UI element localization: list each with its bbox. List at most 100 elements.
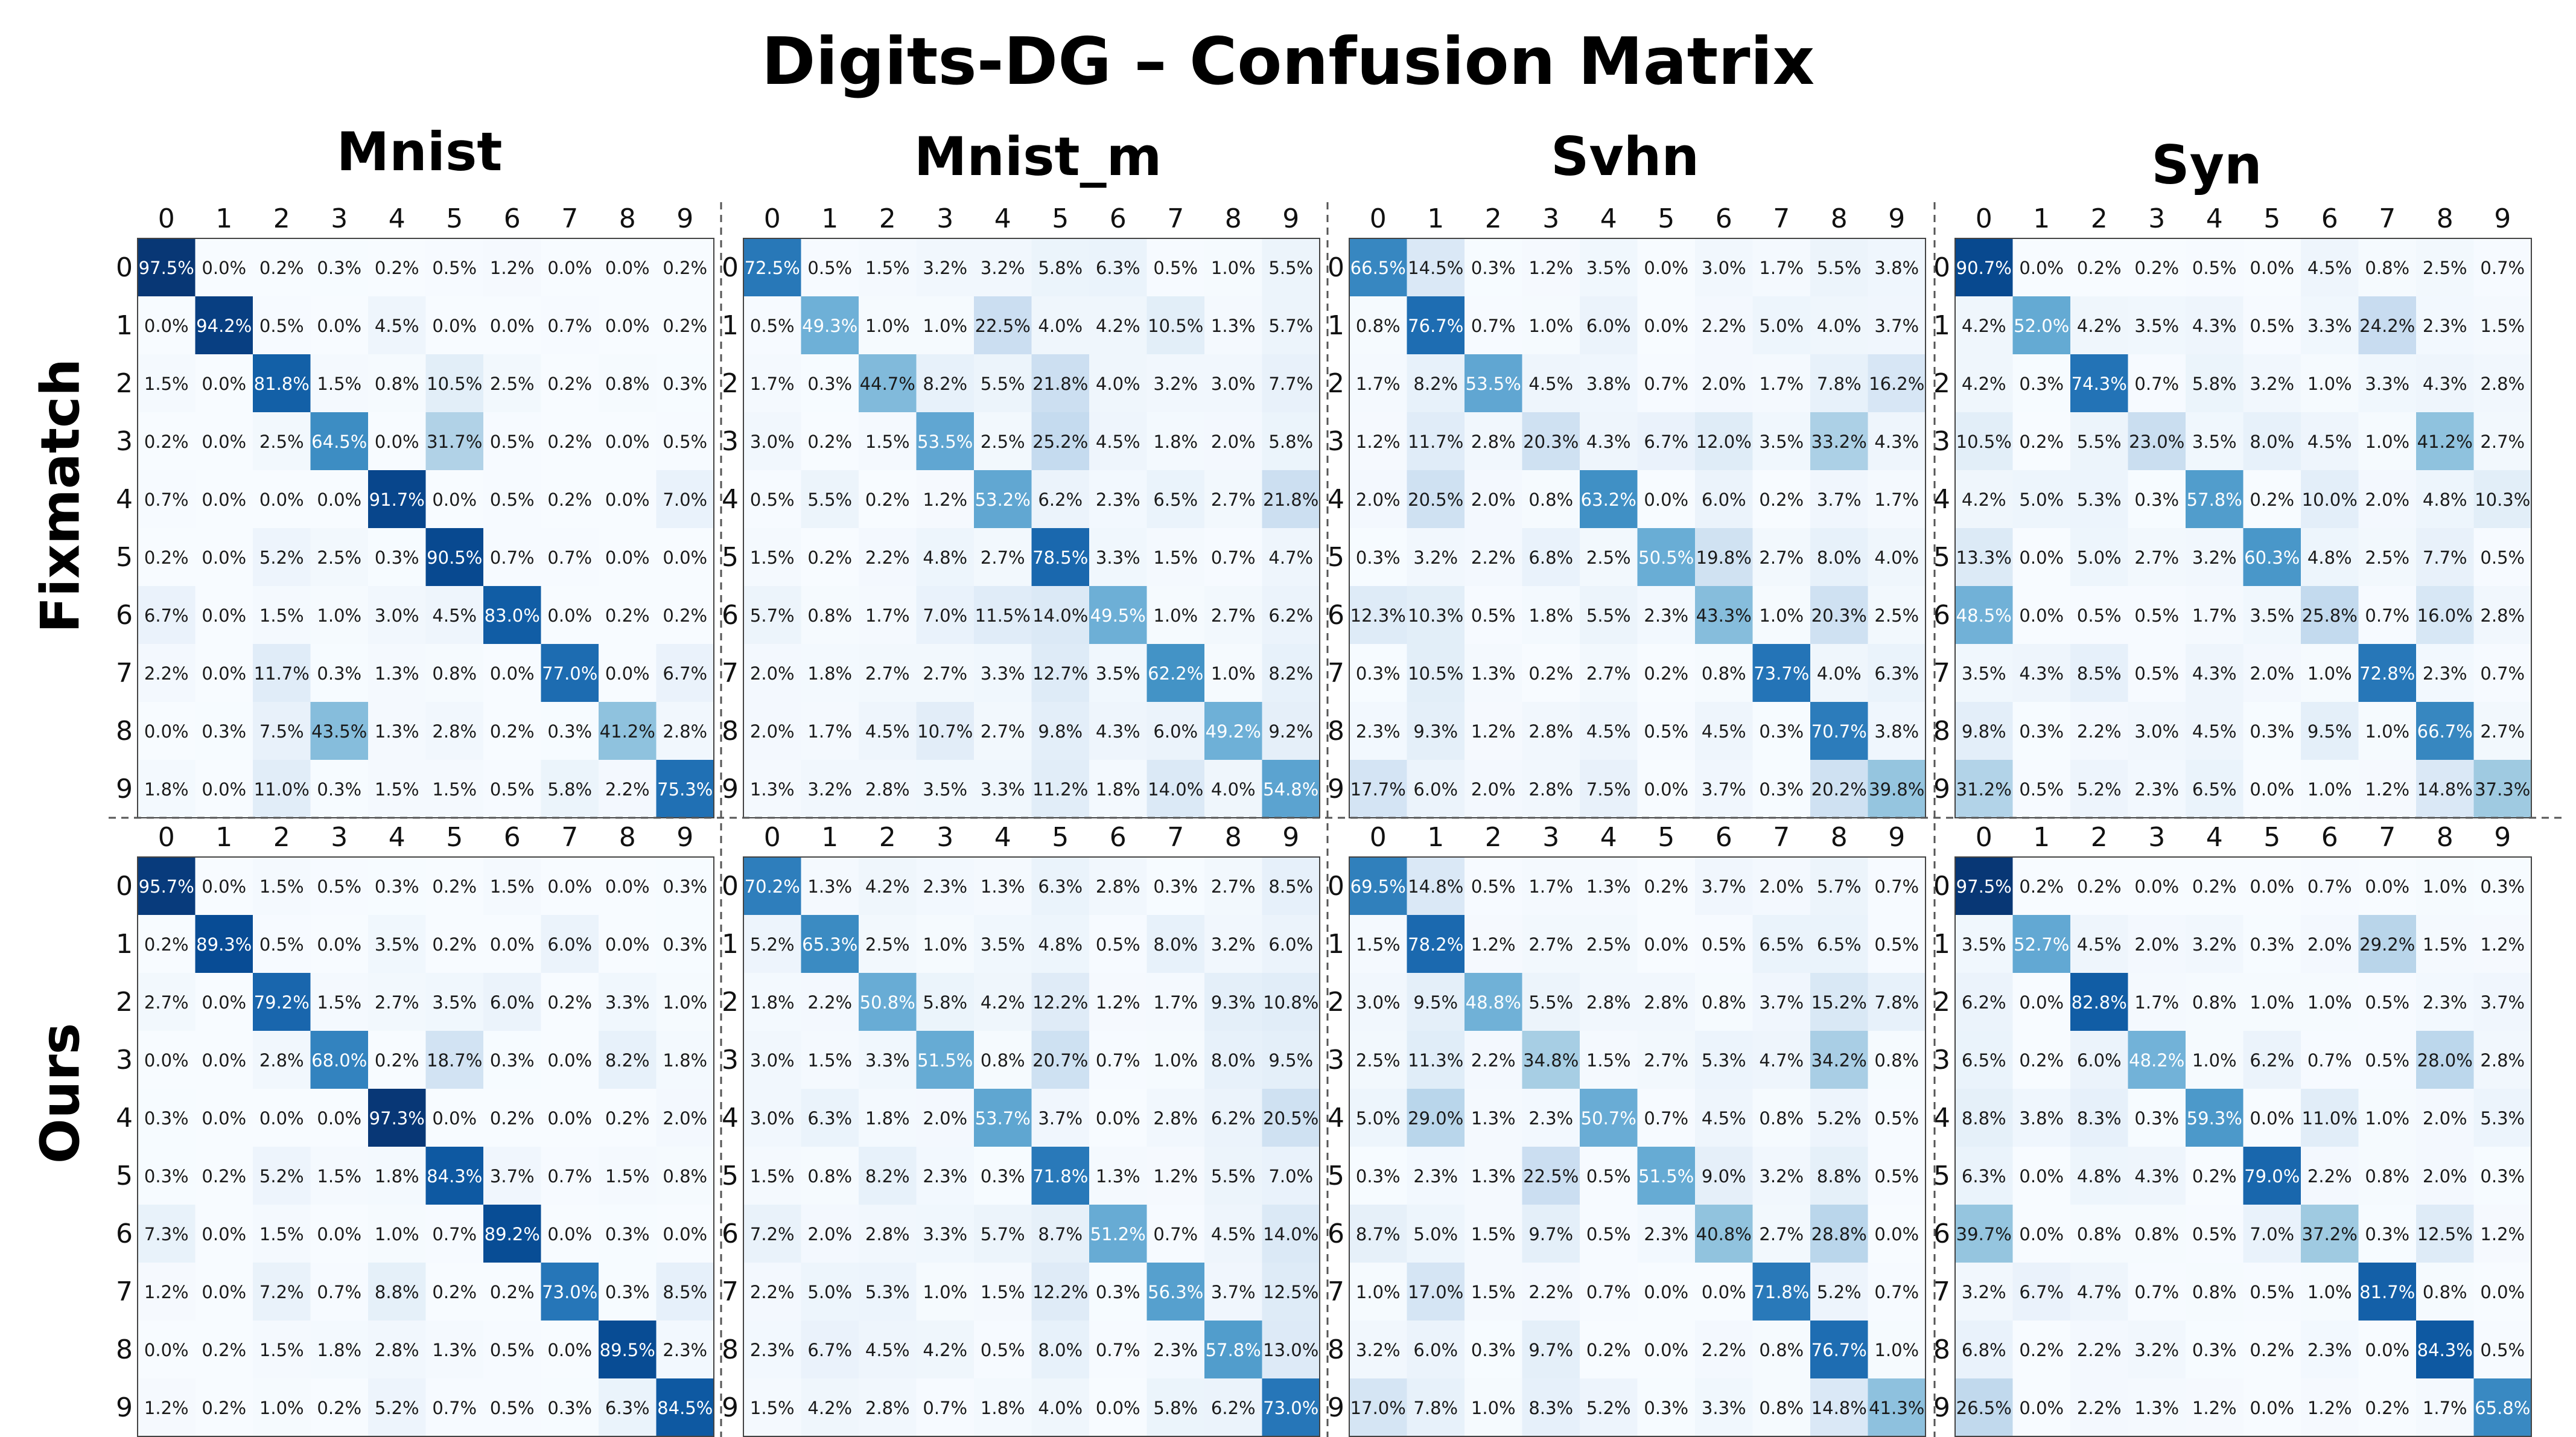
x-tick-label: 3: [937, 822, 953, 853]
cell-value-label: 6.7%: [663, 663, 707, 684]
cell-value-label: 3.3%: [2365, 374, 2409, 394]
heatmap-cell: [1752, 586, 1811, 645]
cell-value-label: 20.5%: [1408, 489, 1463, 510]
heatmap-cell: [253, 1378, 311, 1437]
heatmap-cell: [1407, 586, 1465, 645]
cell-value-label: 4.3%: [1586, 432, 1631, 452]
cell-value-label: 1.8%: [663, 1050, 707, 1071]
heatmap-cell: [1146, 1031, 1205, 1089]
cell-value-label: 57.8%: [1206, 1340, 1261, 1360]
heatmap-cell: [743, 412, 802, 471]
heatmap-cell: [656, 644, 714, 703]
heatmap-cell: [2243, 915, 2301, 973]
cell-value-label: 0.0%: [1702, 1282, 1746, 1302]
heatmap-cell: [368, 238, 427, 297]
cell-value-label: 2.8%: [1471, 432, 1516, 452]
cell-value-label: 1.7%: [2134, 992, 2179, 1013]
heatmap-cell: [195, 1263, 253, 1321]
heatmap-cell: [2012, 702, 2071, 760]
cell-value-label: 4.5%: [375, 316, 419, 336]
heatmap-cell: [1262, 915, 1320, 973]
cell-value-label: 1.5%: [317, 1166, 361, 1187]
heatmap-cell: [253, 644, 311, 703]
heatmap-cell: [801, 528, 859, 587]
cell-value-label: 2.7%: [1211, 489, 1256, 510]
x-tick-label: 1: [2033, 822, 2050, 853]
cell-value-label: 1.0%: [1528, 316, 1573, 336]
heatmap-cell: [2128, 354, 2186, 413]
cell-value-label: 79.0%: [2244, 1166, 2300, 1187]
cell-value-label: 0.5%: [2250, 316, 2294, 336]
heatmap-cell: [1465, 1321, 1523, 1379]
cell-value-label: 1.5%: [750, 1166, 795, 1187]
heatmap-cell: [1204, 412, 1263, 471]
heatmap-cell: [425, 528, 484, 587]
heatmap-cell: [916, 528, 975, 587]
heatmap-cell: [1262, 760, 1320, 818]
x-tick-label: 5: [1052, 203, 1069, 234]
heatmap-cell: [1089, 412, 1148, 471]
heatmap-cell: [1580, 1031, 1638, 1089]
cell-value-label: 1.0%: [1759, 605, 1804, 626]
cell-value-label: 70.7%: [1811, 721, 1867, 742]
heatmap-cell: [2243, 644, 2301, 703]
heatmap-cell: [1089, 1089, 1148, 1147]
heatmap-cell: [1465, 470, 1523, 529]
cell-value-label: 43.3%: [1696, 605, 1752, 626]
cell-value-label: 7.3%: [144, 1224, 189, 1244]
heatmap-cell: [1695, 857, 1754, 916]
cell-value-label: 0.3%: [2250, 721, 2294, 742]
heatmap-cell: [2301, 1321, 2359, 1379]
cell-value-label: 0.2%: [605, 605, 650, 626]
cell-value-label: 1.5%: [2480, 316, 2525, 336]
heatmap-cell: [1522, 470, 1580, 529]
cell-value-label: 7.8%: [1817, 374, 1862, 394]
y-tick-label: 5: [116, 542, 133, 573]
heatmap-cell: [801, 470, 859, 529]
cell-value-label: 11.7%: [254, 663, 310, 684]
heatmap-cell: [2416, 1263, 2475, 1321]
cell-value-label: 5.5%: [1586, 605, 1631, 626]
heatmap-cell: [541, 470, 599, 529]
heatmap-cell: [541, 857, 599, 916]
heatmap-cell: [253, 915, 311, 973]
cell-value-label: 2.0%: [1471, 489, 1516, 510]
cell-value-label: 3.5%: [1962, 934, 2006, 955]
cell-value-label: 3.0%: [750, 1050, 795, 1071]
cell-value-label: 82.8%: [2072, 992, 2127, 1013]
cell-value-label: 29.0%: [1408, 1108, 1463, 1129]
heatmap-cell: [2358, 1263, 2417, 1321]
cell-value-label: 2.2%: [807, 992, 852, 1013]
heatmap-cell: [1868, 1321, 1926, 1379]
cell-value-label: 0.0%: [202, 1224, 246, 1244]
heatmap-cell: [974, 973, 1032, 1031]
heatmap-cell: [1349, 1321, 1408, 1379]
heatmap-cell: [1349, 528, 1408, 587]
cell-value-label: 8.8%: [1817, 1166, 1862, 1187]
heatmap-cell: [1031, 586, 1090, 645]
heatmap-cell: [916, 1263, 975, 1321]
cell-value-label: 4.2%: [981, 992, 1025, 1013]
heatmap-cell: [1349, 1263, 1408, 1321]
cell-value-label: 0.0%: [2019, 1166, 2064, 1187]
cell-value-label: 2.3%: [1356, 721, 1401, 742]
heatmap-cell: [1204, 354, 1263, 413]
heatmap-cell: [1955, 702, 2014, 760]
heatmap-cell: [1146, 702, 1205, 760]
cell-value-label: 8.0%: [2250, 432, 2294, 452]
heatmap-cell: [483, 1205, 542, 1263]
heatmap-cell: [1637, 915, 1696, 973]
heatmap-cell: [2186, 973, 2244, 1031]
cell-value-label: 0.0%: [547, 258, 592, 278]
heatmap-cell: [2358, 238, 2417, 297]
heatmap-cell: [1031, 1089, 1090, 1147]
cell-value-label: 11.0%: [2302, 1108, 2358, 1129]
heatmap-cell: [1407, 470, 1465, 529]
cell-value-label: 6.2%: [2250, 1050, 2294, 1071]
cell-value-label: 10.5%: [1956, 432, 2012, 452]
cell-value-label: 0.0%: [1644, 316, 1688, 336]
y-tick-label: 6: [722, 1219, 739, 1249]
cell-value-label: 1.0%: [923, 934, 967, 955]
cell-value-label: 0.0%: [2019, 992, 2064, 1013]
heatmap-cell: [1262, 1378, 1320, 1437]
